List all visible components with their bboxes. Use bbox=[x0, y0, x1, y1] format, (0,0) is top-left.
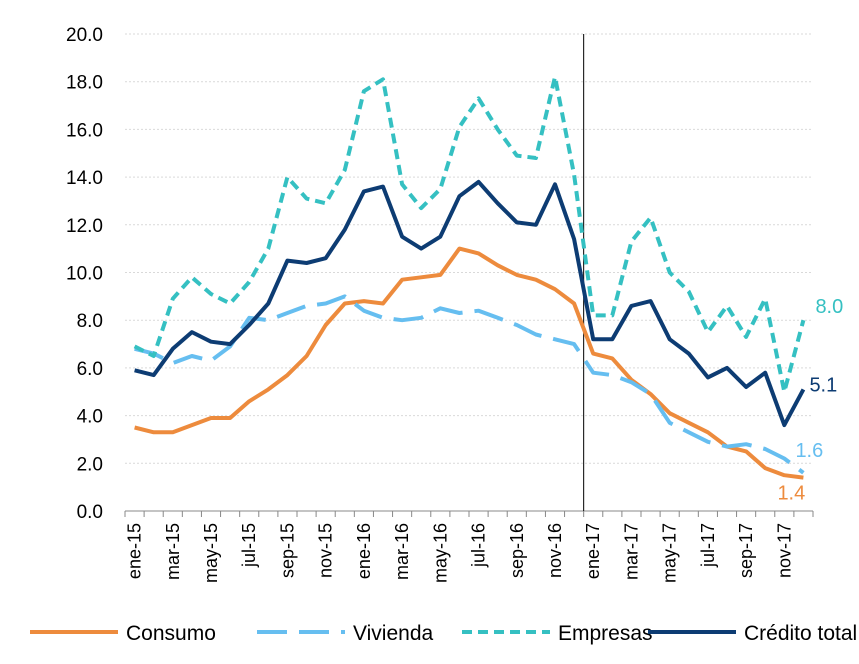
x-tick-label: nov-16 bbox=[545, 523, 565, 578]
x-tick-label: may-17 bbox=[660, 523, 680, 583]
x-tick-label: nov-17 bbox=[774, 523, 794, 578]
y-tick-label: 8.0 bbox=[77, 311, 103, 332]
x-tick-label: mar-17 bbox=[621, 523, 641, 580]
y-tick-label: 2.0 bbox=[77, 454, 103, 475]
x-tick-label: ene-17 bbox=[583, 523, 603, 579]
series-line-vivienda bbox=[134, 294, 805, 475]
end-label-1: 1.6 bbox=[795, 440, 823, 462]
y-tick-label: 20.0 bbox=[66, 25, 103, 46]
legend-label: Crédito total bbox=[744, 622, 857, 645]
end-label-2: 8.0 bbox=[815, 296, 843, 318]
x-tick-label: mar-16 bbox=[392, 523, 412, 580]
end-label-0: 1.4 bbox=[777, 483, 805, 505]
series-line-empresas bbox=[133, 74, 806, 394]
end-label-3: 5.1 bbox=[809, 374, 837, 396]
end-labels: 1.4 1.6 8.0 5.1 bbox=[777, 296, 843, 504]
x-axis: ene-15 mar-15 may-15 jul-15 sep-15 nov-15 ene-… bbox=[124, 510, 814, 583]
x-tick-label: sep-17 bbox=[736, 523, 756, 578]
y-tick-label: 4.0 bbox=[77, 407, 103, 428]
legend-label: Vivienda bbox=[353, 622, 433, 645]
legend-label: Consumo bbox=[126, 622, 216, 645]
x-tick-label: may-15 bbox=[201, 523, 221, 583]
x-tick-label: jul-16 bbox=[469, 523, 489, 568]
y-tick-label: 0.0 bbox=[77, 502, 103, 523]
y-tick-label: 10.0 bbox=[66, 264, 103, 285]
series-line-cr-dito-total bbox=[134, 179, 806, 428]
series-lines bbox=[133, 74, 806, 480]
series-line-consumo bbox=[134, 246, 804, 480]
legend: Consumo Vivienda Empresas Crédito total bbox=[30, 622, 857, 645]
x-tick-label: may-16 bbox=[430, 523, 450, 583]
x-tick-label: nov-15 bbox=[316, 523, 336, 578]
gridlines bbox=[125, 33, 813, 464]
legend-label: Empresas bbox=[558, 622, 653, 645]
x-tick-label: ene-16 bbox=[354, 523, 374, 579]
x-tick-label: sep-15 bbox=[277, 523, 297, 578]
x-tick-label: mar-15 bbox=[163, 523, 183, 580]
y-tick-label: 18.0 bbox=[66, 73, 103, 94]
x-tick-label: ene-15 bbox=[125, 523, 145, 579]
x-tick-label: jul-15 bbox=[239, 523, 259, 568]
y-tick-label: 14.0 bbox=[66, 168, 103, 189]
x-tick-label: jul-17 bbox=[698, 523, 718, 568]
y-axis: 0.0 2.0 4.0 6.0 8.0 10.0 12.0 14.0 16.0 18.0 20.0 bbox=[66, 25, 103, 523]
x-tick-label: sep-16 bbox=[507, 523, 527, 578]
y-tick-label: 12.0 bbox=[66, 216, 103, 237]
y-tick-label: 6.0 bbox=[77, 359, 103, 380]
y-tick-label: 16.0 bbox=[66, 120, 103, 141]
